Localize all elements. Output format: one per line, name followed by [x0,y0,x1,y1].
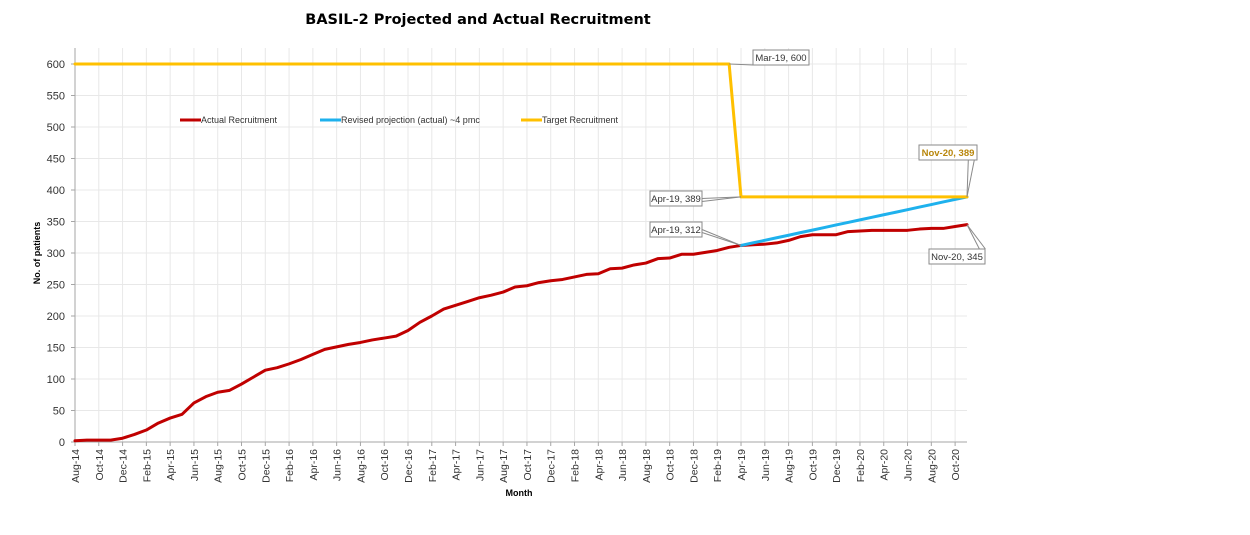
x-tick-label: Oct-16 [379,449,391,481]
annotations: Mar-19, 600 Apr-19, 389 Apr-19, 312 Nov-20,… [649,49,986,265]
x-tick-label: Feb-16 [284,449,296,482]
x-tick-label: Dec-19 [831,449,843,483]
x-tick-label: Aug-14 [70,449,82,483]
y-tick-label: 150 [47,343,65,355]
x-tick-label: Feb-17 [427,449,439,482]
annotation-box [752,49,810,66]
legend: Actual Recruitment Revised projection (ac… [180,115,619,125]
x-tick-label: Oct-20 [950,449,962,481]
annotation-leader [701,196,742,202]
x-tick-label: Apr-16 [308,449,320,481]
x-tick-label: Feb-19 [712,449,724,482]
x-tick-label: Oct-15 [237,449,249,481]
annotation-box [649,190,703,207]
x-tick-label: Apr-17 [451,449,463,481]
annotation-leader [701,232,742,246]
y-tick-label: 250 [47,280,65,292]
series-line-target-recruitment [73,62,969,199]
x-tick-label: Aug-20 [926,449,938,483]
x-tick-label: Oct-14 [94,449,106,481]
annotation-leader [966,224,980,250]
x-tick-label: Aug-17 [498,449,510,483]
y-tick-labels: 0 50 100 150 200 250 300 350 400 450 500 550 600 [47,59,75,449]
x-tick-label: Dec-16 [403,449,415,483]
x-tick-label: Jun-20 [903,449,915,481]
x-tick-label: Apr-15 [165,449,177,481]
x-tick-label: Jun-16 [332,449,344,481]
annotation-leader [966,224,986,250]
x-tick-label: Jun-17 [474,449,486,481]
y-tick-label: 50 [53,406,65,418]
annotation-leader [729,63,754,66]
axes [74,48,967,443]
series-line-revised-projection-actual-4-pmc [739,195,969,247]
annotation-label: Apr-19, 312 [651,225,701,236]
y-tick-label: 100 [47,374,65,386]
legend-label: Actual Recruitment [201,115,278,125]
x-tick-label: Jun-15 [189,449,201,481]
annotation-label: Mar-19, 600 [755,53,806,64]
x-tick-label: Dec-18 [688,449,700,483]
x-tick-label: Aug-18 [641,449,653,483]
x-tick-label: Dec-17 [546,449,558,483]
legend-label: Target Recruitment [542,115,619,125]
y-tick-label: 600 [47,59,65,71]
legend-label: Revised projection (actual) ~4 pmc [341,115,480,125]
x-tick-labels: Aug-14 Oct-14 Dec-14 Feb-15 Apr-15 Jun-15 Aug-… [70,442,962,483]
x-tick-label: Oct-19 [807,449,819,481]
x-tick-label: Oct-18 [665,449,677,481]
x-axis-title: Month [506,488,533,498]
y-tick-label: 500 [47,122,65,134]
annotation-leader [966,159,969,197]
x-tick-label: Aug-15 [213,449,225,483]
annotation-box [649,221,703,238]
y-axis-title: No. of patients [32,222,42,285]
y-tick-label: 350 [47,217,65,229]
x-tick-label: Apr-18 [593,449,605,481]
x-tick-label: Apr-19 [736,449,748,481]
x-tick-label: Dec-14 [118,449,130,483]
gridlines [74,48,967,443]
y-tick-label: 0 [59,437,65,449]
y-tick-label: 300 [47,248,65,260]
annotation-label: Apr-19, 389 [651,194,701,205]
annotation-label: Nov-20, 345 [931,252,983,263]
x-tick-label: Feb-18 [570,449,582,482]
x-tick-label: Feb-20 [855,449,867,482]
y-tick-label: 400 [47,185,65,197]
series-lines [73,62,969,443]
x-tick-label: Feb-15 [141,449,153,482]
x-tick-label: Jun-19 [760,449,772,481]
x-tick-label: Jun-18 [617,449,629,481]
y-tick-label: 200 [47,311,65,323]
x-tick-label: Aug-19 [784,449,796,483]
chart-title: BASIL-2 Projected and Actual Recruitment [305,12,650,28]
x-tick-label: Aug-16 [355,449,367,483]
x-tick-label: Apr-20 [879,449,891,481]
annotation-box [918,144,978,161]
x-tick-label: Oct-17 [522,449,534,481]
annotation-leader [966,159,975,198]
y-tick-label: 550 [47,91,65,103]
series-line-actual-recruitment [73,223,969,443]
annotation-box [928,248,986,265]
x-tick-label: Dec-15 [260,449,272,483]
annotation-label: Nov-20, 389 [922,148,975,159]
y-tick-label: 450 [47,154,65,166]
